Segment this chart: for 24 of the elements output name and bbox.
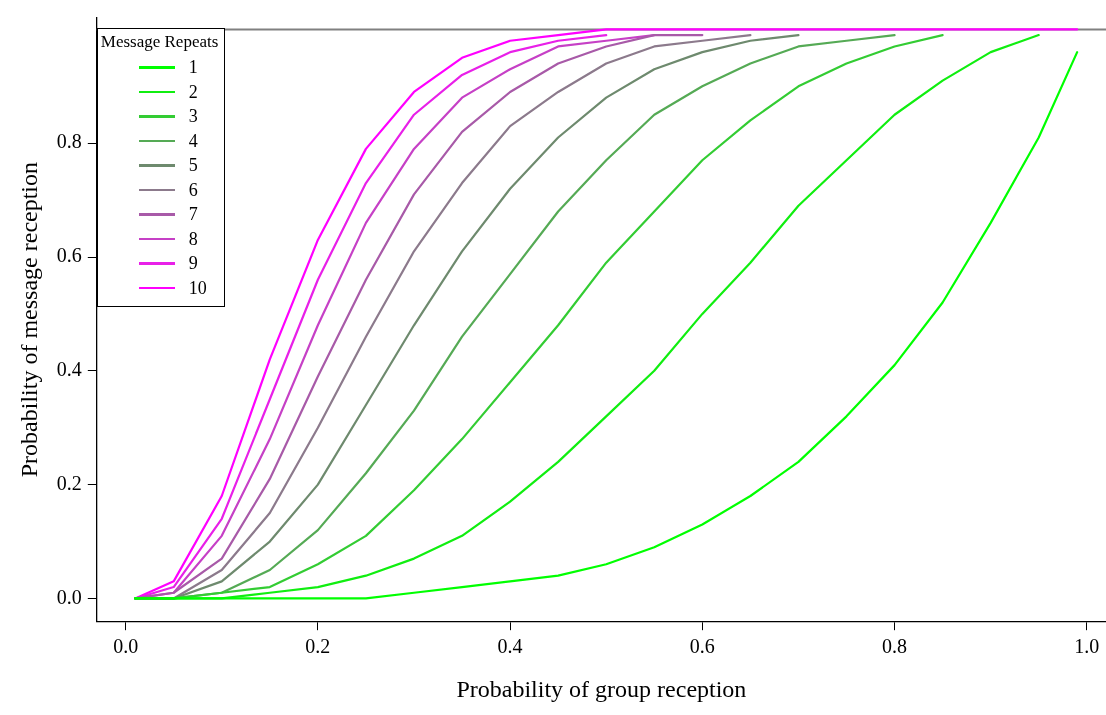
legend-label: 7: [188, 204, 198, 225]
x-tick-label: 0.8: [882, 635, 908, 658]
y-tick-label: 0.4: [56, 358, 82, 381]
x-tick-label: 0.6: [689, 635, 715, 658]
x-tick-label: 0.0: [113, 635, 139, 658]
x-tick-label: 0.2: [305, 635, 331, 658]
legend-label: 9: [188, 253, 198, 274]
legend-title: Message Repeats: [100, 32, 219, 51]
x-axis-title: Probability of group reception: [456, 675, 747, 702]
y-axis-title: Probability of message reception: [15, 161, 42, 478]
legend-label: 4: [188, 130, 198, 151]
legend-label: 6: [188, 179, 198, 200]
legend-label: 5: [188, 155, 198, 176]
legend-label: 3: [188, 106, 198, 127]
legend-label: 8: [188, 228, 198, 249]
y-tick-label: 0.2: [56, 471, 82, 494]
legend-label: 1: [188, 57, 198, 78]
legend-label: 2: [188, 81, 198, 102]
y-tick-label: 0.6: [56, 244, 82, 267]
x-tick-label: 0.4: [497, 635, 523, 658]
x-tick-label: 1.0: [1074, 635, 1100, 658]
y-tick-label: 0.0: [56, 585, 82, 608]
legend-label: 10: [188, 277, 207, 298]
y-tick-label: 0.8: [56, 130, 82, 153]
